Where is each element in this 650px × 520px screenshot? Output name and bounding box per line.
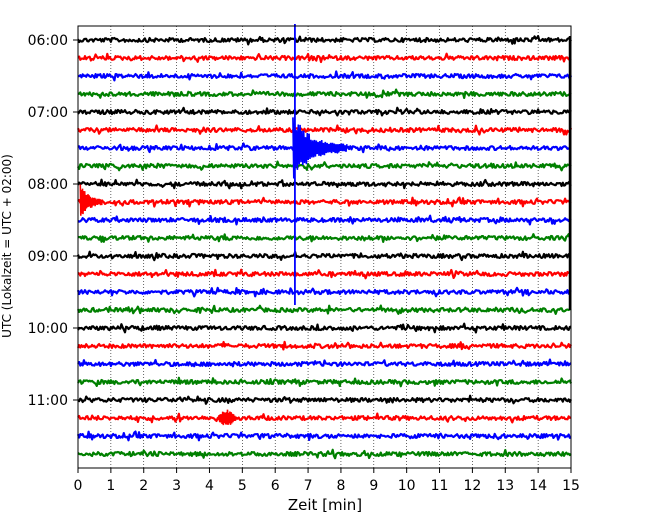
trace-0915	[77, 268, 571, 280]
y-axis-title: UTC (Lokalzeit = UTC + 02:00)	[0, 154, 14, 338]
x-tick-label: 3	[172, 478, 181, 494]
y-tick-label: 10:00	[28, 321, 68, 337]
trace-0930	[76, 286, 572, 298]
trace-0745	[77, 160, 572, 172]
x-tick-label: 9	[369, 478, 378, 494]
x-tick-label: 0	[74, 478, 83, 494]
trace-1100	[77, 394, 572, 405]
trace-1015	[77, 340, 572, 351]
x-tick-label: 10	[398, 478, 416, 494]
y-tick-label: 06:00	[28, 33, 68, 49]
x-tick-label: 13	[496, 478, 514, 494]
x-tick-label: 7	[304, 478, 313, 494]
trace-0600	[76, 35, 572, 46]
trace-1145	[77, 448, 572, 460]
trace-0615	[77, 52, 572, 64]
x-axis-title: Zeit [min]	[288, 496, 362, 514]
x-tick-label: 14	[529, 478, 547, 494]
trace-0645	[77, 88, 572, 99]
trace-0800	[77, 178, 572, 190]
x-tick-label: 5	[238, 478, 247, 494]
trace-1130	[76, 430, 572, 442]
x-tick-label: 12	[463, 478, 481, 494]
x-tick-label: 8	[336, 478, 345, 494]
trace-0830	[77, 214, 572, 226]
x-tick-label: 4	[205, 478, 214, 494]
axis-layer: 0 1 2 3 4 5 6 7 8 9 10 11 12 13 14 1506:0007:0008:0009:…	[28, 33, 580, 494]
event-burst	[292, 116, 348, 179]
trace-0845	[77, 233, 572, 243]
event-layer	[79, 24, 572, 426]
trace-1045	[77, 376, 573, 388]
x-tick-label: 11	[431, 478, 449, 494]
y-tick-label: 08:00	[28, 177, 68, 193]
trace-0945	[76, 304, 572, 315]
trace-layer	[76, 35, 573, 460]
x-tick-label: 15	[562, 478, 580, 494]
x-tick-label: 2	[139, 478, 148, 494]
trace-0700	[77, 106, 572, 117]
trace-0630	[77, 70, 573, 82]
x-tick-label: 6	[271, 478, 280, 494]
trace-0815	[77, 196, 572, 208]
x-tick-label: 1	[106, 478, 115, 494]
event-coda	[79, 184, 104, 216]
trace-1000	[77, 322, 572, 334]
y-tick-label: 07:00	[28, 105, 68, 121]
y-tick-label: 09:00	[28, 249, 68, 265]
trace-0715	[77, 124, 573, 136]
trace-0900	[76, 250, 572, 262]
trace-1030	[77, 358, 572, 368]
y-tick-label: 11:00	[28, 393, 68, 409]
trace-1115	[77, 412, 572, 424]
event-small	[217, 409, 237, 426]
plot-frame	[77, 25, 572, 469]
